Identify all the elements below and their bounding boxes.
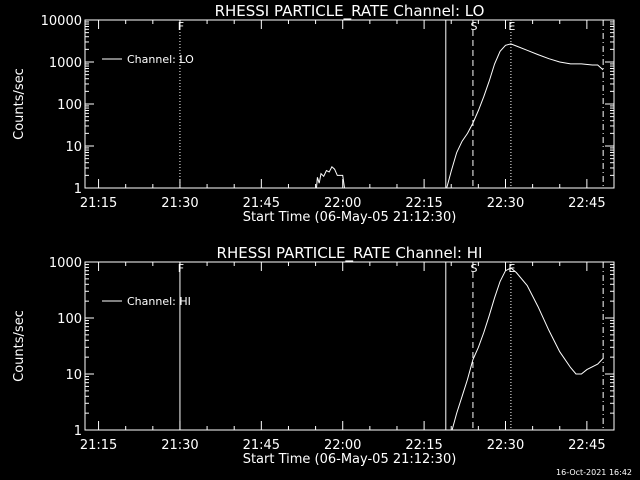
chart-panel-2: RHESSI PARTICLE_RATE Channel: HI Counts/s… <box>12 244 615 467</box>
chart-title: RHESSI PARTICLE_RATE Channel: LO <box>215 2 485 21</box>
y-tick-label: 100 <box>57 312 82 327</box>
x-tick-label: 21:15 <box>80 196 117 211</box>
x-tick-label: 22:45 <box>568 438 605 453</box>
plot-frame <box>84 19 615 189</box>
x-tick-label: 22:00 <box>324 438 361 453</box>
x-tick-label: 22:15 <box>405 438 442 453</box>
x-axis-label: Start Time (06-May-05 21:12:30) <box>243 452 457 467</box>
series-line <box>316 43 604 188</box>
event-marker-label-f: F <box>178 262 184 275</box>
plot-timestamp: 16-Oct-2021 16:42 <box>556 468 632 477</box>
x-tick-label: 21:30 <box>161 196 198 211</box>
x-tick-label: 21:30 <box>161 438 198 453</box>
y-tick-label: 100 <box>57 98 82 113</box>
x-tick-label: 22:45 <box>568 196 605 211</box>
plot-frame <box>84 261 615 431</box>
x-tick-label: 21:45 <box>243 438 280 453</box>
x-axis-label: Start Time (06-May-05 21:12:30) <box>243 210 457 225</box>
y-tick-label: 1 <box>74 182 82 197</box>
legend-label: Channel: LO <box>127 53 194 66</box>
chart-panel-1: RHESSI PARTICLE_RATE Channel: LO Counts/s… <box>12 2 615 225</box>
y-tick-label: 1 <box>74 424 82 439</box>
x-tick-label: 21:15 <box>80 438 117 453</box>
series-line <box>451 267 604 430</box>
x-tick-label: 22:30 <box>487 438 524 453</box>
y-tick-label: 1000 <box>49 56 82 71</box>
event-marker-label-e: E <box>508 20 515 33</box>
y-tick-label: 10 <box>65 140 82 155</box>
event-marker-label-s: S <box>470 20 477 33</box>
x-tick-label: 22:00 <box>324 196 361 211</box>
y-tick-label: 10000 <box>41 14 82 29</box>
legend-label: Channel: HI <box>127 295 191 308</box>
y-tick-label: 10 <box>65 368 82 383</box>
event-marker-label-f: F <box>178 20 184 33</box>
chart-title: RHESSI PARTICLE_RATE Channel: HI <box>217 244 483 263</box>
x-tick-label: 22:30 <box>487 196 524 211</box>
x-tick-label: 21:45 <box>243 196 280 211</box>
event-marker-label-s: S <box>470 262 477 275</box>
y-axis-label: Counts/sec <box>12 68 27 140</box>
x-tick-label: 22:15 <box>405 196 442 211</box>
y-axis-label: Counts/sec <box>12 310 27 382</box>
y-tick-label: 1000 <box>49 256 82 271</box>
